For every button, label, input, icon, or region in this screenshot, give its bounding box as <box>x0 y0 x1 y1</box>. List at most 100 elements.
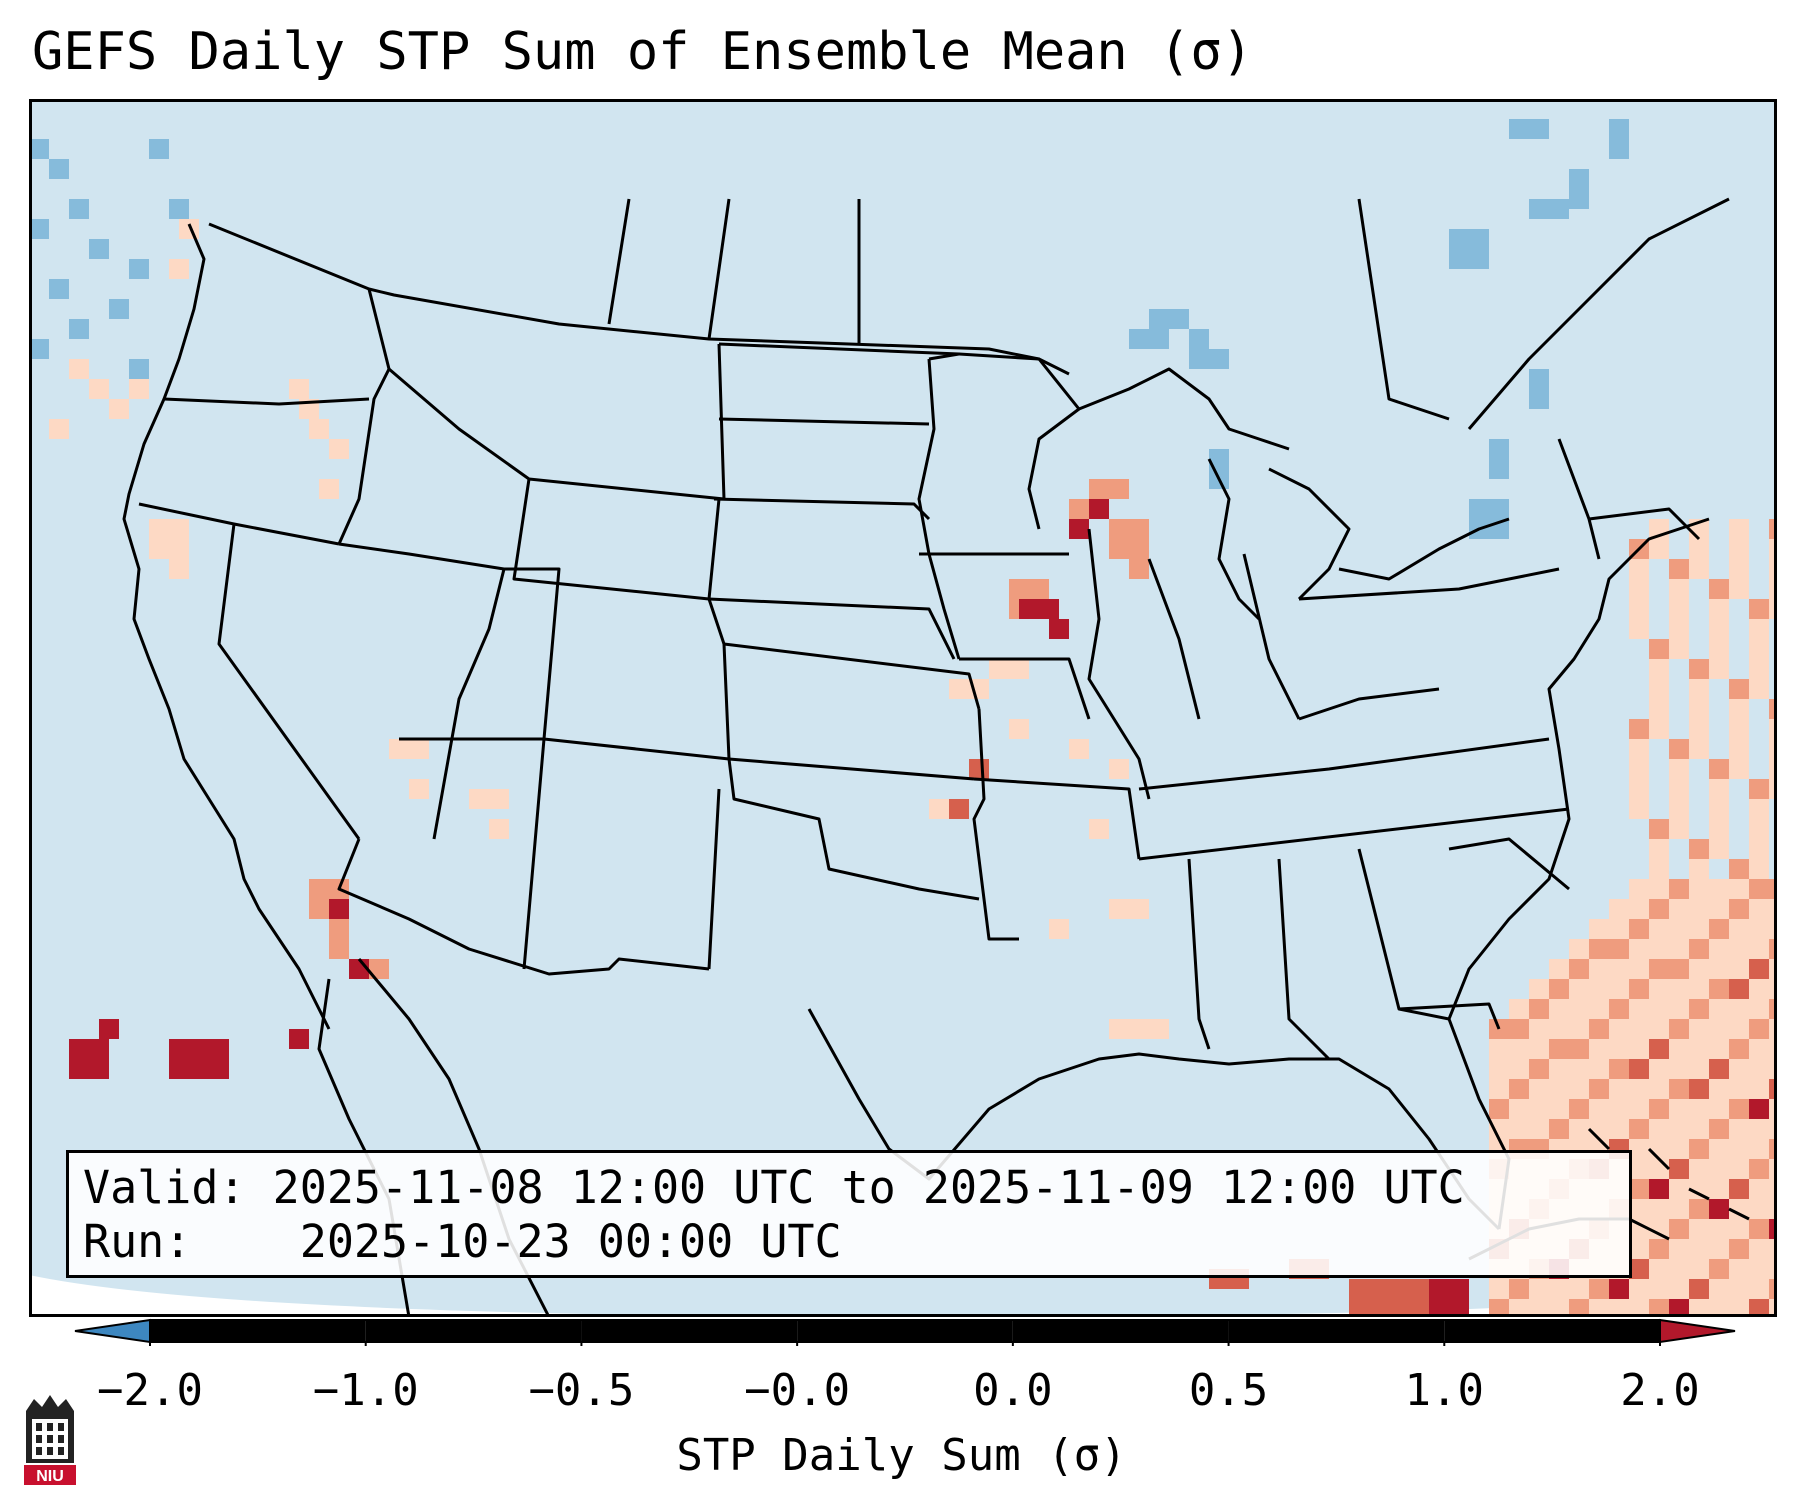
anomaly-cell <box>1649 539 1669 559</box>
valid-info-box: Valid: 2025-11-08 12:00 UTC to 2025-11-0… <box>66 1150 1632 1278</box>
anomaly-cell <box>1689 939 1709 959</box>
anomaly-cell <box>1649 919 1669 939</box>
anomaly-cell <box>1729 1019 1749 1039</box>
anomaly-cell <box>1689 539 1709 559</box>
anomaly-cell <box>949 679 989 699</box>
anomaly-cell <box>1729 879 1749 899</box>
anomaly-cell <box>1709 799 1729 819</box>
anomaly-cell <box>1749 1019 1769 1039</box>
anomaly-cell <box>1629 579 1649 599</box>
stp-map <box>29 99 1777 1317</box>
anomaly-cell <box>1569 1039 1589 1059</box>
anomaly-cell <box>1769 1079 1777 1099</box>
anomaly-cell <box>1489 1079 1509 1099</box>
anomaly-cell <box>1569 169 1589 209</box>
anomaly-cell <box>89 239 109 259</box>
anomaly-cell <box>1669 1279 1689 1299</box>
anomaly-cell <box>69 1039 109 1079</box>
anomaly-cell <box>1529 1039 1549 1059</box>
anomaly-cell <box>1669 1159 1689 1179</box>
anomaly-cell <box>1749 1259 1769 1279</box>
anomaly-cell <box>1649 1299 1669 1317</box>
anomaly-cell <box>1689 1219 1709 1239</box>
anomaly-cell <box>1749 1059 1769 1079</box>
anomaly-cell <box>1709 979 1729 999</box>
anomaly-cell <box>169 259 189 279</box>
anomaly-cell <box>1709 839 1729 859</box>
anomaly-cell <box>1709 1159 1729 1179</box>
anomaly-cell <box>1669 959 1689 979</box>
anomaly-cell <box>1729 759 1749 779</box>
anomaly-cell <box>309 419 329 439</box>
anomaly-cell <box>389 739 429 759</box>
anomaly-cell <box>1489 1279 1509 1299</box>
anomaly-cell <box>1629 759 1649 779</box>
anomaly-cell <box>1589 1279 1609 1299</box>
anomaly-cell <box>409 779 429 799</box>
anomaly-cell <box>1709 1279 1729 1299</box>
anomaly-cell <box>69 359 89 379</box>
colorbar-tick-label: −0.5 <box>528 1365 635 1416</box>
anomaly-cell <box>1709 1239 1729 1259</box>
anomaly-cell <box>1429 1279 1469 1317</box>
anomaly-cell <box>1769 899 1777 919</box>
anomaly-cell <box>1669 579 1689 599</box>
anomaly-cell <box>1669 619 1689 639</box>
anomaly-cell <box>1509 1059 1529 1079</box>
anomaly-cell <box>1689 1159 1709 1179</box>
anomaly-cell <box>1729 939 1749 959</box>
anomaly-cell <box>1749 1119 1769 1139</box>
anomaly-cell <box>1669 1239 1689 1259</box>
anomaly-cell <box>1709 579 1729 599</box>
anomaly-cell <box>1469 499 1509 539</box>
anomaly-cell <box>1629 899 1649 919</box>
run-text: 2025-10-23 00:00 UTC <box>299 1215 842 1268</box>
anomaly-cell <box>1769 1019 1777 1039</box>
anomaly-cell <box>1049 619 1069 639</box>
colorbar-segment <box>150 1320 366 1342</box>
anomaly-cell <box>1509 1279 1529 1299</box>
anomaly-cell <box>1649 1159 1669 1179</box>
anomaly-cell <box>1769 539 1777 559</box>
anomaly-cell <box>1649 1039 1669 1059</box>
anomaly-cell <box>1589 939 1609 959</box>
anomaly-cell <box>1689 979 1709 999</box>
anomaly-cell <box>1649 879 1669 899</box>
anomaly-cell <box>1529 1299 1549 1317</box>
anomaly-cell <box>1769 559 1777 579</box>
anomaly-cell <box>109 299 129 319</box>
anomaly-cell <box>1649 1119 1669 1139</box>
anomaly-cell <box>1629 739 1649 759</box>
anomaly-cell <box>1669 1099 1689 1119</box>
anomaly-cell <box>149 139 169 159</box>
anomaly-cell <box>1669 899 1689 919</box>
anomaly-cell <box>1709 759 1729 779</box>
anomaly-cell <box>1669 979 1689 999</box>
colorbar-segment <box>365 1320 582 1342</box>
niu-logo: NIU <box>24 1395 76 1485</box>
anomaly-cell <box>1629 1259 1649 1279</box>
anomaly-cell <box>1709 599 1729 619</box>
colorbar-segment <box>1012 1320 1229 1342</box>
anomaly-cell <box>1729 1299 1749 1317</box>
anomaly-cell <box>489 819 509 839</box>
colorbar-tick-label: −0.0 <box>744 1365 851 1416</box>
anomaly-cell <box>1689 859 1709 879</box>
anomaly-cell <box>1709 1259 1729 1279</box>
anomaly-cell <box>69 319 89 339</box>
anomaly-cell <box>1649 1059 1669 1079</box>
anomaly-cell <box>1629 939 1649 959</box>
anomaly-cell <box>1209 449 1229 489</box>
anomaly-cell <box>1129 329 1169 349</box>
anomaly-cell <box>1709 939 1729 959</box>
colorbar-extend-high <box>1659 1318 1736 1344</box>
anomaly-cell <box>1629 1199 1649 1219</box>
anomaly-cell <box>1729 1079 1749 1099</box>
anomaly-cell <box>1549 979 1569 999</box>
anomaly-cell <box>1589 959 1609 979</box>
anomaly-cell <box>1489 1039 1509 1059</box>
anomaly-cell <box>1549 1019 1569 1039</box>
anomaly-cell <box>1529 979 1549 999</box>
anomaly-cell <box>1569 999 1589 1019</box>
anomaly-cell <box>1729 1219 1749 1239</box>
